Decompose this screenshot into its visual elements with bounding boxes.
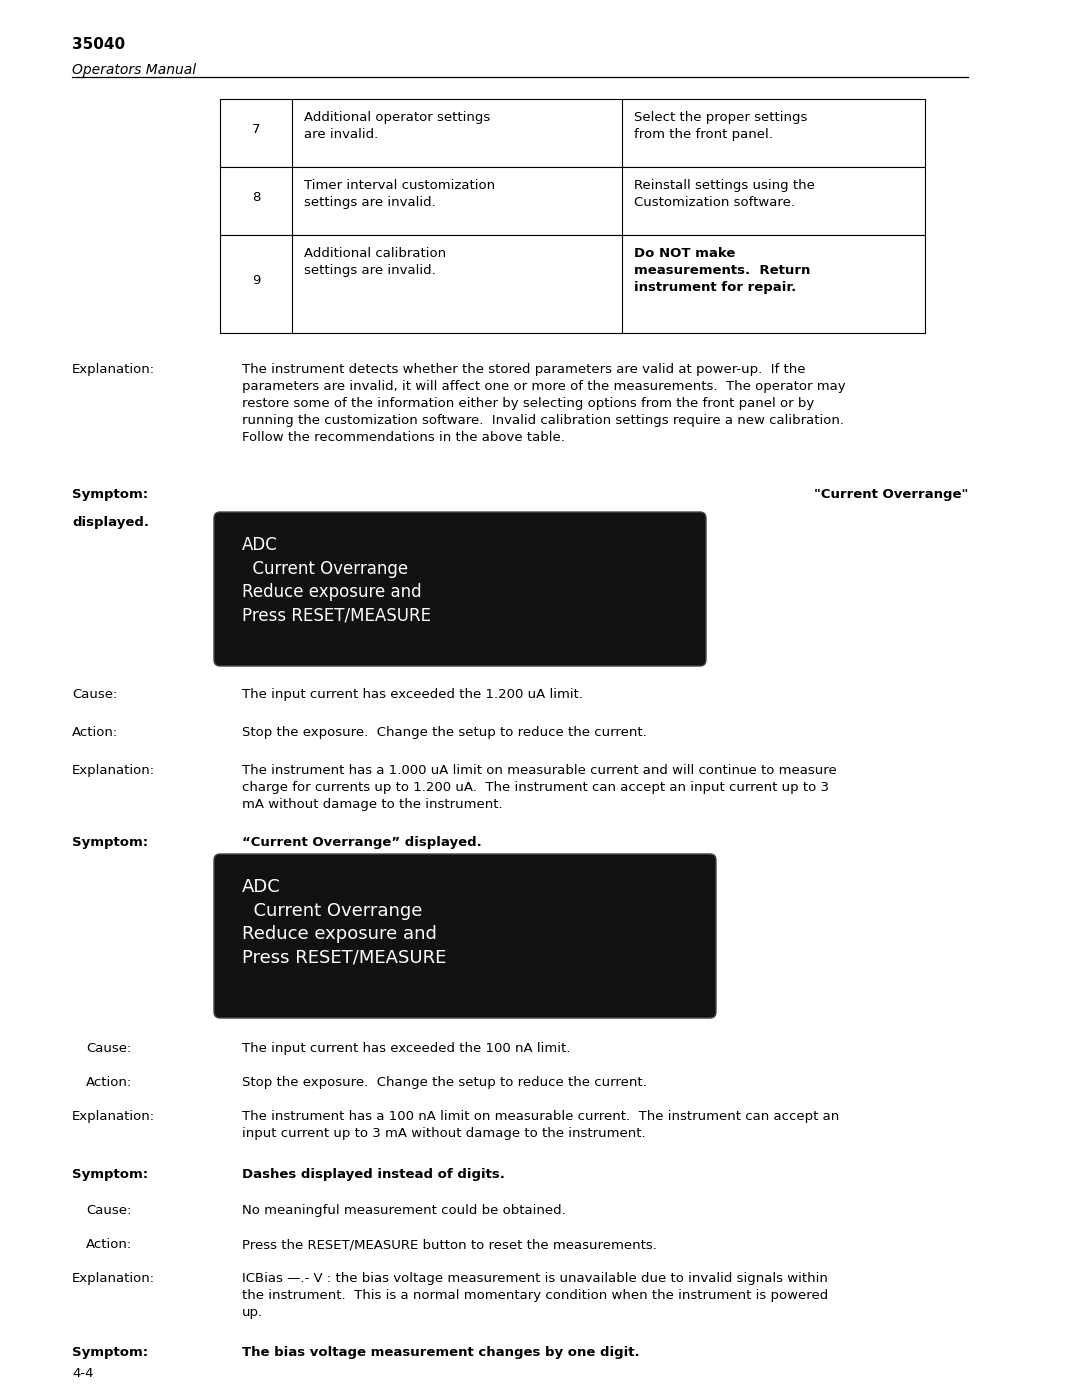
Text: Dashes displayed instead of digits.: Dashes displayed instead of digits.: [242, 1168, 504, 1180]
Text: Operators Manual: Operators Manual: [72, 63, 197, 77]
Text: The input current has exceeded the 100 nA limit.: The input current has exceeded the 100 n…: [242, 1042, 570, 1055]
Text: Timer interval customization
settings are invalid.: Timer interval customization settings ar…: [303, 179, 495, 210]
Text: The instrument detects whether the stored parameters are valid at power-up.  If : The instrument detects whether the store…: [242, 363, 846, 444]
Bar: [220, 235, 924, 332]
Bar: [220, 99, 924, 168]
Text: ICBias —.- V : the bias voltage measurement is unavailable due to invalid signal: ICBias —.- V : the bias voltage measurem…: [242, 1273, 828, 1319]
Text: Stop the exposure.  Change the setup to reduce the current.: Stop the exposure. Change the setup to r…: [242, 726, 647, 739]
Text: ADC
  Current Overrange
Reduce exposure and
Press RESET/MEASURE: ADC Current Overrange Reduce exposure an…: [242, 877, 446, 967]
Text: "Current Overrange": "Current Overrange": [813, 488, 968, 502]
Text: Additional calibration
settings are invalid.: Additional calibration settings are inva…: [303, 247, 446, 277]
Text: Press the RESET/MEASURE button to reset the measurements.: Press the RESET/MEASURE button to reset …: [242, 1238, 657, 1250]
Text: The bias voltage measurement changes by one digit.: The bias voltage measurement changes by …: [242, 1345, 639, 1359]
Text: Select the proper settings
from the front panel.: Select the proper settings from the fron…: [634, 110, 808, 141]
Text: Symptom:: Symptom:: [72, 488, 148, 502]
Text: The instrument has a 1.000 uA limit on measurable current and will continue to m: The instrument has a 1.000 uA limit on m…: [242, 764, 837, 812]
Text: No meaningful measurement could be obtained.: No meaningful measurement could be obtai…: [242, 1204, 566, 1217]
Text: Explanation:: Explanation:: [72, 764, 156, 777]
Text: Explanation:: Explanation:: [72, 1111, 156, 1123]
Text: Do NOT make
measurements.  Return
instrument for repair.: Do NOT make measurements. Return instrum…: [634, 247, 810, 293]
Text: Explanation:: Explanation:: [72, 363, 156, 376]
Text: Action:: Action:: [72, 726, 118, 739]
Text: The input current has exceeded the 1.200 uA limit.: The input current has exceeded the 1.200…: [242, 687, 583, 701]
Text: 9: 9: [252, 274, 260, 286]
Text: 4-4: 4-4: [72, 1368, 94, 1380]
Text: Stop the exposure.  Change the setup to reduce the current.: Stop the exposure. Change the setup to r…: [242, 1076, 647, 1090]
Text: displayed.: displayed.: [72, 515, 149, 529]
Text: The instrument has a 100 nA limit on measurable current.  The instrument can acc: The instrument has a 100 nA limit on mea…: [242, 1111, 839, 1140]
Text: Reinstall settings using the
Customization software.: Reinstall settings using the Customizati…: [634, 179, 815, 210]
Text: Action:: Action:: [86, 1238, 132, 1250]
Text: Cause:: Cause:: [86, 1204, 132, 1217]
Text: 35040: 35040: [72, 36, 125, 52]
Text: Symptom:: Symptom:: [72, 1345, 148, 1359]
Bar: [220, 168, 924, 235]
Text: 7: 7: [252, 123, 260, 136]
Text: Additional operator settings
are invalid.: Additional operator settings are invalid…: [303, 110, 490, 141]
Text: “Current Overrange” displayed.: “Current Overrange” displayed.: [242, 835, 482, 849]
Text: ADC
  Current Overrange
Reduce exposure and
Press RESET/MEASURE: ADC Current Overrange Reduce exposure an…: [242, 536, 431, 624]
Text: Symptom:: Symptom:: [72, 835, 148, 849]
FancyBboxPatch shape: [214, 854, 716, 1018]
Text: Explanation:: Explanation:: [72, 1273, 156, 1285]
Text: Cause:: Cause:: [86, 1042, 132, 1055]
FancyBboxPatch shape: [214, 511, 706, 666]
Text: Cause:: Cause:: [72, 687, 118, 701]
Text: Symptom:: Symptom:: [72, 1168, 148, 1180]
Text: 8: 8: [252, 190, 260, 204]
Text: Action:: Action:: [86, 1076, 132, 1090]
